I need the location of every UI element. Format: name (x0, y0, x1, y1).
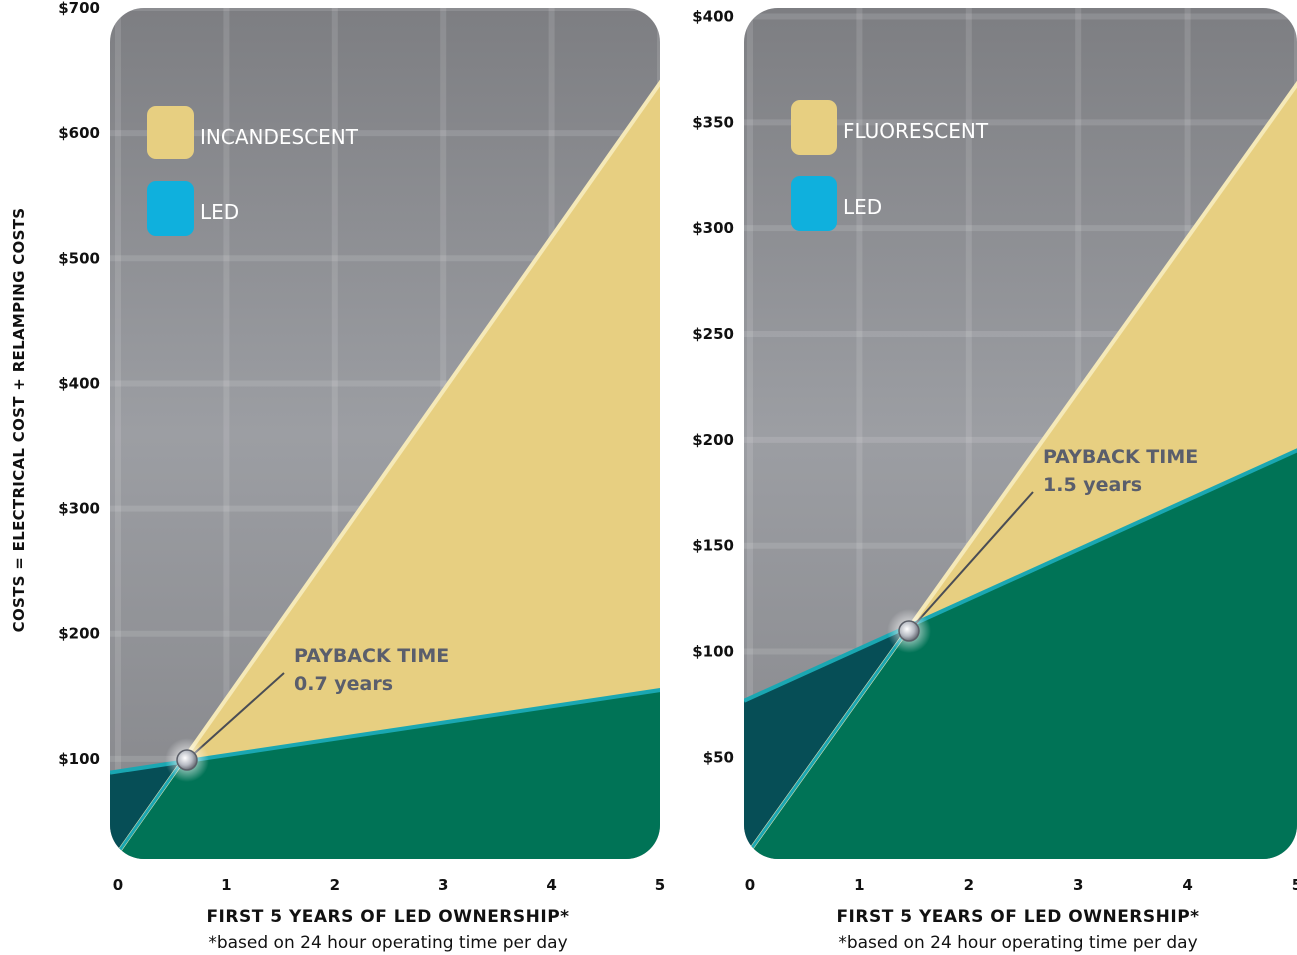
y-tick-label: $400 (692, 7, 734, 25)
y-tick-label: $500 (58, 249, 100, 267)
x-tick-label: 5 (655, 876, 665, 894)
legend-fluorescent-swatch (791, 100, 837, 155)
x-axis-label: FIRST 5 YEARS OF LED OWNERSHIP* (836, 907, 1199, 927)
led-line (744, 446, 1297, 703)
y-tick-label: $50 (703, 748, 734, 766)
led-area (744, 448, 1297, 859)
x-tick-label: 4 (1182, 876, 1192, 894)
y-axis-label: COSTS = ELECTRICAL COST + RELAMPING COST… (10, 208, 28, 633)
legend-fluorescent-label: FLUORESCENT (843, 119, 989, 143)
led-early-area (744, 625, 911, 859)
fluorescent-vs-led-chart: $50 $100 $150 $200 $250 $300 $350 $400 0 1 2 3 4 5 F… (692, 7, 1297, 953)
payback-value: 0.7 years (294, 673, 393, 695)
legend-led-label: LED (200, 200, 239, 224)
payback-title: PAYBACK TIME (294, 645, 449, 667)
y-tick-label: $250 (692, 325, 734, 343)
x-axis-note: *based on 24 hour operating time per day (838, 933, 1197, 953)
payback-pointer (908, 491, 1034, 632)
y-tick-label: $150 (692, 537, 734, 555)
y-tick-label: $100 (692, 643, 734, 661)
led-edge-line (110, 760, 184, 859)
payback-point (176, 749, 198, 771)
x-axis-label: FIRST 5 YEARS OF LED OWNERSHIP* (206, 907, 569, 927)
y-tick-label: $100 (58, 750, 100, 768)
x-tick-label: 0 (745, 876, 755, 894)
y-tick-label: $350 (692, 113, 734, 131)
x-tick-label: 1 (221, 876, 231, 894)
x-ticks: 0 1 2 3 4 5 (745, 876, 1297, 894)
x-tick-label: 2 (964, 876, 974, 894)
x-tick-label: 4 (546, 876, 556, 894)
y-ticks: $50 $100 $150 $200 $250 $300 $350 $400 (692, 7, 734, 766)
incandescent-line (110, 74, 660, 859)
x-ticks: 0 1 2 3 4 5 (113, 876, 665, 894)
y-tick-label: $400 (58, 374, 100, 392)
y-tick-label: $300 (692, 219, 734, 237)
x-axis-note: *based on 24 hour operating time per day (208, 933, 567, 953)
y-ticks: $100 $200 $300 $400 $500 $600 $700 (58, 0, 100, 768)
legend-incandescent-label: INCANDESCENT (200, 125, 359, 149)
y-tick-label: $300 (58, 500, 100, 518)
y-tick-label: $700 (58, 0, 100, 17)
led-area (110, 689, 660, 859)
y-tick-label: $200 (58, 625, 100, 643)
fluorescent-area (910, 77, 1297, 859)
payback-title: PAYBACK TIME (1043, 446, 1198, 468)
legend-led-swatch (791, 176, 837, 231)
payback-point (898, 620, 920, 642)
x-tick-label: 1 (854, 876, 864, 894)
incandescent-vs-led-chart: $100 $200 $300 $400 $500 $600 $700 0 1 2 3 4 5 INCA… (58, 0, 665, 953)
x-tick-label: 5 (1292, 876, 1297, 894)
y-tick-label: $200 (692, 431, 734, 449)
legend-incandescent-swatch (147, 106, 194, 159)
legend-led-swatch (147, 181, 194, 236)
legend-led-label: LED (843, 195, 882, 219)
incandescent-area (182, 75, 660, 859)
x-tick-label: 2 (330, 876, 340, 894)
led-edge-line (744, 624, 912, 859)
payback-value: 1.5 years (1043, 474, 1142, 496)
x-tick-label: 0 (113, 876, 123, 894)
x-tick-label: 3 (438, 876, 448, 894)
y-tick-label: $600 (58, 124, 100, 142)
x-tick-label: 3 (1073, 876, 1083, 894)
